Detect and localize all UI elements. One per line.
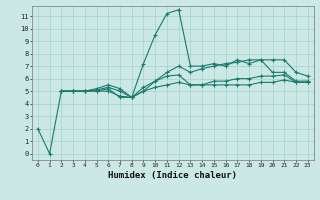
X-axis label: Humidex (Indice chaleur): Humidex (Indice chaleur) — [108, 171, 237, 180]
